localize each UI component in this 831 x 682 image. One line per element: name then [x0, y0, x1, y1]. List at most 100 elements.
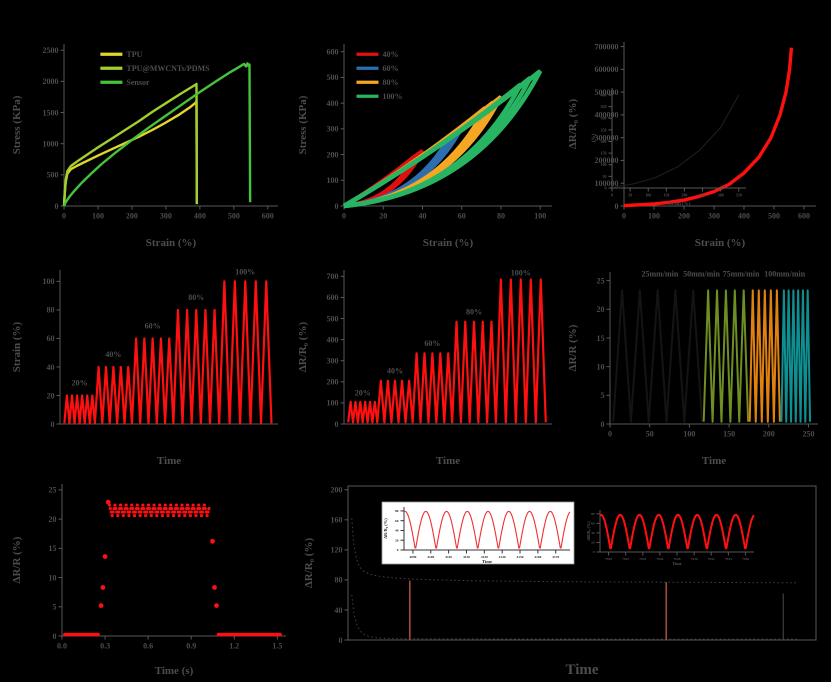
y-tick-label: 120	[331, 546, 343, 555]
data-point	[142, 506, 146, 511]
data-point	[169, 503, 173, 507]
y-tick-label: 160	[331, 516, 343, 525]
x-axis-label: Time	[565, 662, 598, 678]
data-point	[150, 510, 154, 514]
y-tick-label: 100	[601, 162, 607, 167]
x-tick-label: 200	[763, 430, 775, 439]
data-point	[135, 503, 139, 507]
x-tick-label: 350	[736, 193, 742, 198]
y-tick-label: 100	[43, 277, 55, 286]
data-point	[199, 513, 204, 518]
x-tick-label: 300	[718, 193, 724, 198]
x-tick-label: 0.9	[186, 642, 196, 651]
data-point	[136, 506, 140, 511]
y-tick-label: 20	[47, 391, 55, 400]
plot-group: 0 100 200 300 400 500 600010000020000030000040…	[567, 42, 816, 249]
y-tick-label: 200	[327, 150, 339, 159]
y-tick-label: 1000	[43, 139, 59, 148]
data-point	[131, 506, 135, 511]
data-point	[147, 506, 152, 511]
y-tick-label: 400	[327, 99, 339, 108]
x-tick-label: 100	[92, 212, 104, 221]
y-tick-label: 500	[327, 73, 339, 82]
data-point	[160, 513, 165, 518]
y-tick-label: 10	[49, 573, 57, 582]
data-point	[175, 506, 179, 511]
plot-group: 0.0 0.3 0.6 0.9 1.2 1.5 0 5 10 15 20 25 Time (s) ΔR/R…	[11, 484, 286, 677]
y-tick-label: 300	[327, 125, 339, 134]
strain-time-steps-plot: 0 20 40 60 80 100 Time Strain (%) 20% 40% 60% 80% 10…	[11, 267, 278, 467]
data-point	[98, 603, 104, 608]
x-tick-label: 100	[683, 430, 695, 439]
y-axis-label: ΔR/R₀ (%)	[586, 521, 591, 541]
y-axis-label: ΔR/R₀ (%)	[297, 322, 309, 373]
plot-group: 0 50 100 150 200 250 300 350 0 50 100 150 200 250 300 3…	[592, 88, 746, 207]
data-point	[164, 506, 168, 511]
data-point	[149, 513, 153, 518]
series-line	[351, 518, 798, 584]
data-point	[141, 503, 145, 507]
plot-group: 0 100 200 300 400 500 600 0 500 1000 1500 2000 2500 S…	[11, 44, 278, 249]
x-tick-label: 7928	[674, 557, 681, 561]
y-tick-label: 20	[597, 305, 605, 314]
series-group-label: 100mm/min	[764, 270, 805, 279]
series-group-label: 50mm/min	[683, 270, 720, 279]
data-point	[105, 499, 111, 505]
data-point	[100, 585, 106, 590]
data-point	[181, 506, 185, 511]
plot-group: 7920 7922 7924 7926 7928 7930 7932 7934 7936 0 20 4…	[586, 510, 755, 566]
data-point	[158, 503, 162, 507]
data-point	[161, 510, 165, 514]
y-tick-label: 40	[591, 531, 595, 535]
y-tick-label: 0	[601, 420, 605, 429]
y-tick-label: 200	[327, 378, 339, 387]
y-tick-label: 80	[591, 512, 595, 516]
y-tick-label: 0	[335, 202, 339, 211]
y-tick-label: 80	[335, 576, 343, 585]
data-point	[172, 513, 176, 518]
data-point	[156, 510, 160, 514]
y-tick-label: 0	[55, 202, 59, 211]
y-tick-label: 1500	[43, 108, 59, 117]
x-axis-label: Time	[702, 455, 726, 467]
data-point	[197, 503, 201, 507]
x-tick-label: 200	[678, 212, 690, 221]
plot-group: 0 20 40 60 80 100 0 100 200 300 400 500 600 Strain (%…	[297, 44, 552, 249]
series-wave	[748, 289, 781, 423]
data-point	[172, 510, 177, 514]
annotation: 40%	[105, 350, 121, 359]
y-axis-label: ΔR/R₀ (%)	[383, 518, 388, 539]
x-axis-label: Time	[482, 559, 492, 564]
data-point	[186, 506, 191, 511]
resistance-vs-strain-plot: 0 100 200 300 400 500 600010000020000030000040…	[567, 42, 816, 249]
legend-label: Sensor	[126, 78, 150, 87]
data-point	[125, 506, 129, 511]
series-line	[623, 47, 794, 208]
annotation: 100%	[511, 268, 531, 277]
series-wave	[780, 289, 812, 423]
data-point	[155, 513, 159, 518]
y-tick-label: 0	[615, 202, 619, 211]
x-tick-label: 4100	[427, 555, 434, 559]
series-line	[62, 62, 252, 207]
y-tick-label: 50	[603, 174, 607, 179]
annotation: 20%	[355, 389, 371, 398]
x-tick-label: 7922	[622, 557, 629, 561]
y-tick-label: 500000	[595, 88, 619, 97]
y-tick-label: 300	[601, 116, 607, 121]
x-tick-label: 250	[700, 193, 706, 198]
x-tick-label: 600	[798, 212, 810, 221]
data-point	[194, 513, 198, 518]
data-point	[188, 513, 192, 518]
data-point	[206, 510, 210, 514]
x-tick-label: 0	[62, 212, 66, 221]
x-tick-label: 4160	[534, 555, 541, 559]
series-line	[62, 82, 199, 207]
y-tick-label: 25	[597, 276, 605, 285]
x-tick-label: 7932	[708, 557, 715, 561]
series-humps	[599, 513, 755, 550]
plot-group: 0 20 40 60 80 100 Time Strain (%) 20% 40% 60% 80% 10…	[11, 267, 278, 467]
data-point	[278, 632, 282, 637]
y-tick-label: 5	[53, 603, 57, 612]
series-group-label: 25mm/min	[641, 270, 678, 279]
